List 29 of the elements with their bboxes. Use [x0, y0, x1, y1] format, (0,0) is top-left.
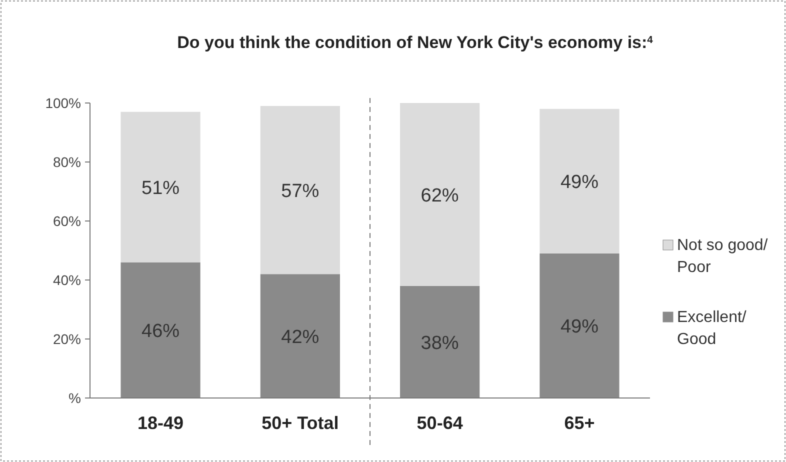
data-label: 46% — [142, 321, 180, 342]
legend-label: Not so good/ Poor — [677, 237, 772, 276]
y-tick-label: 60% — [52, 213, 81, 229]
data-label: 49% — [560, 316, 599, 338]
bar — [540, 108, 620, 254]
y-tick-label: 20% — [52, 331, 81, 347]
y-tick-label: 80% — [52, 154, 81, 170]
bar — [400, 103, 480, 286]
bar — [120, 112, 200, 262]
data-label: 42% — [281, 327, 320, 348]
bar — [120, 262, 200, 398]
x-tick-label: 18-49 — [138, 413, 184, 433]
x-tick-label: 50+ Total — [262, 413, 339, 433]
data-label: 49% — [560, 172, 599, 194]
data-label: 38% — [420, 332, 459, 354]
data-label: 57% — [281, 181, 320, 202]
bar — [400, 286, 480, 398]
y-tick-label: 40% — [52, 272, 81, 288]
bar — [260, 106, 340, 274]
data-label: 62% — [420, 185, 459, 206]
bar — [260, 274, 340, 398]
x-tick-label: 50-64 — [416, 413, 463, 433]
y-tick-label: 100% — [45, 95, 81, 111]
legend-label: Excellent/ Good — [677, 309, 751, 348]
bar — [540, 253, 620, 398]
x-tick-label: 65+ — [564, 413, 595, 433]
chart-title: Do you think the condition of New York City's economy is:$^{4}$ — [177, 33, 654, 52]
data-label: 51% — [142, 178, 180, 200]
y-tick-label: % — [68, 390, 81, 406]
